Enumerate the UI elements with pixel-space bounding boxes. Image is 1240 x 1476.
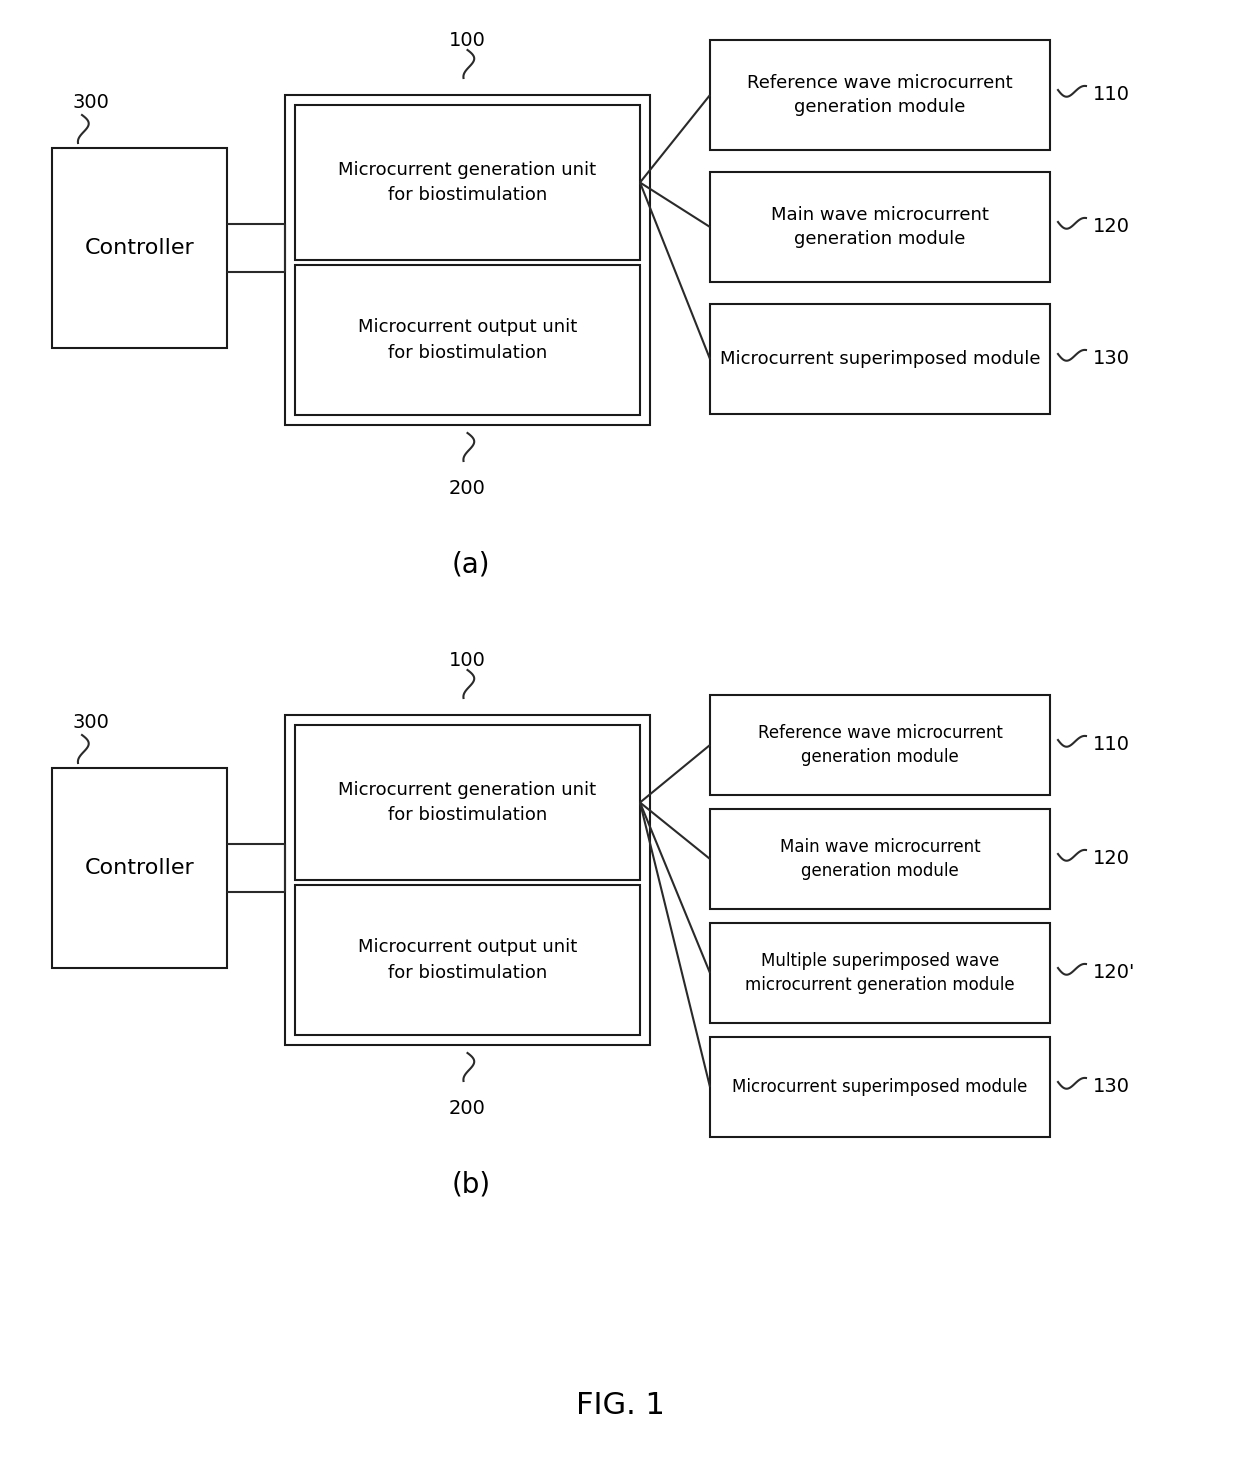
Text: Main wave microcurrent
generation module: Main wave microcurrent generation module <box>771 205 990 248</box>
Text: Microcurrent output unit
for biostimulation: Microcurrent output unit for biostimulat… <box>358 319 577 362</box>
Text: Microcurrent generation unit
for biostimulation: Microcurrent generation unit for biostim… <box>339 781 596 824</box>
Text: 130: 130 <box>1092 350 1130 369</box>
Text: 100: 100 <box>449 31 486 50</box>
Bar <box>285 714 650 1045</box>
Text: 110: 110 <box>1092 86 1130 105</box>
Bar <box>52 768 227 968</box>
Text: Controller: Controller <box>84 858 195 878</box>
Text: Controller: Controller <box>84 238 195 258</box>
Text: 130: 130 <box>1092 1077 1130 1097</box>
Text: 110: 110 <box>1092 735 1130 754</box>
Text: 120': 120' <box>1092 964 1136 983</box>
Text: 200: 200 <box>449 478 486 497</box>
Text: Microcurrent superimposed module: Microcurrent superimposed module <box>719 350 1040 368</box>
Text: Main wave microcurrent
generation module: Main wave microcurrent generation module <box>780 837 981 881</box>
Bar <box>711 695 1050 796</box>
Text: (a): (a) <box>451 551 491 579</box>
Bar <box>52 148 227 348</box>
Text: 300: 300 <box>72 713 109 732</box>
Text: Multiple superimposed wave
microcurrent generation module: Multiple superimposed wave microcurrent … <box>745 952 1014 995</box>
Text: Microcurrent superimposed module: Microcurrent superimposed module <box>733 1077 1028 1097</box>
Text: 200: 200 <box>449 1098 486 1117</box>
Bar <box>711 40 1050 151</box>
Text: (b): (b) <box>451 1170 491 1199</box>
Bar <box>711 304 1050 413</box>
Text: Microcurrent output unit
for biostimulation: Microcurrent output unit for biostimulat… <box>358 939 577 982</box>
Bar <box>295 725 640 880</box>
Text: Reference wave microcurrent
generation module: Reference wave microcurrent generation m… <box>758 723 1002 766</box>
Bar <box>295 266 640 415</box>
Bar <box>295 105 640 260</box>
Text: 100: 100 <box>449 651 486 670</box>
Text: Reference wave microcurrent
generation module: Reference wave microcurrent generation m… <box>748 74 1013 117</box>
Bar <box>711 173 1050 282</box>
Bar <box>295 886 640 1035</box>
Text: 300: 300 <box>72 93 109 112</box>
Bar <box>711 922 1050 1023</box>
Text: Microcurrent generation unit
for biostimulation: Microcurrent generation unit for biostim… <box>339 161 596 204</box>
Text: FIG. 1: FIG. 1 <box>575 1392 665 1420</box>
Text: 120: 120 <box>1092 217 1130 236</box>
Bar <box>711 809 1050 909</box>
Bar <box>285 94 650 425</box>
Bar <box>711 1038 1050 1137</box>
Text: 120: 120 <box>1092 850 1130 868</box>
